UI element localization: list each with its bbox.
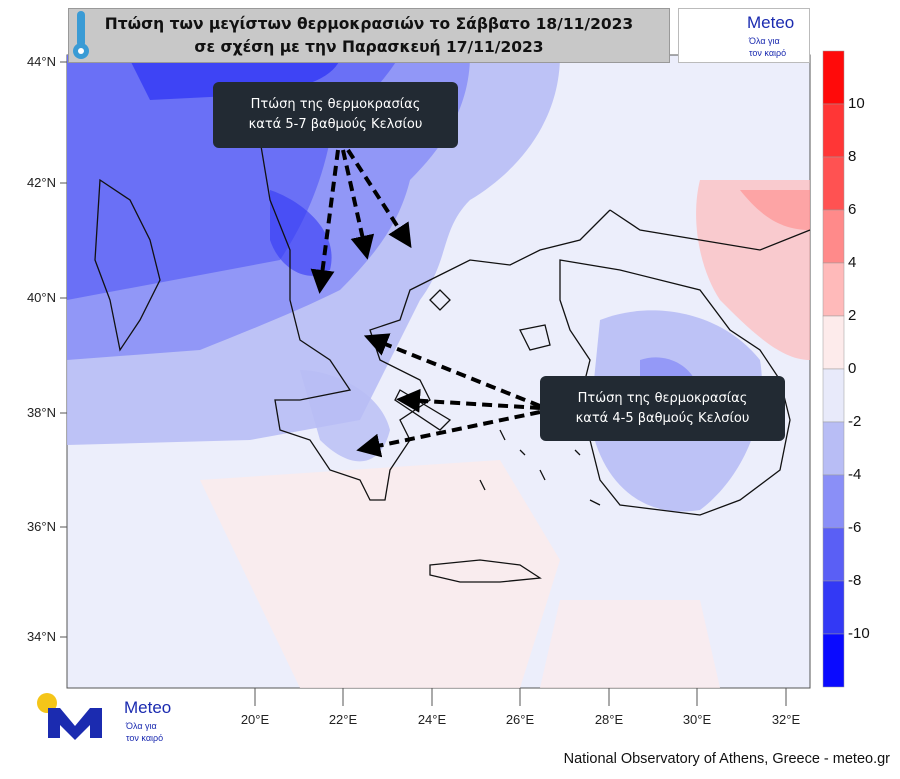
- lat-label: 36°N: [26, 519, 56, 534]
- annotation-box-north: Πτώση της θερμοκρασίας κατά 5-7 βαθμούς …: [213, 82, 458, 148]
- logo-brand: Meteo: [747, 13, 795, 32]
- colorbar-label: 6: [848, 201, 857, 218]
- colorbar-label: -4: [848, 466, 862, 483]
- annotation-south-line-1: Πτώση της θερμοκρασίας: [577, 391, 748, 406]
- colorbar-bin: [822, 315, 845, 370]
- colorbar-bin: [822, 421, 845, 476]
- lon-label: 26°E: [505, 712, 535, 727]
- colorbar-label: -6: [848, 519, 862, 536]
- lat-label: 40°N: [26, 290, 56, 305]
- colorbar-bin: [822, 50, 845, 105]
- annotation-south-line-2: κατά 4-5 βαθμούς Κελσίου: [575, 411, 750, 426]
- meteo-logo-top: Meteo Όλα για τον καιρό: [678, 8, 810, 63]
- thermometer-icon: [73, 11, 89, 59]
- colorbar-label: 10: [848, 95, 865, 112]
- colorbar-bin: [822, 580, 845, 635]
- colorbar-label: -8: [848, 572, 862, 589]
- annotation-box-south: Πτώση της θερμοκρασίας κατά 4-5 βαθμούς …: [540, 376, 785, 441]
- title-banner: Πτώση των μεγίστων θερμοκρασιών το Σάββα…: [68, 8, 670, 63]
- logo-brand-bottom: Meteo: [124, 698, 172, 717]
- lon-label: 30°E: [682, 712, 712, 727]
- colorbar-bin: [822, 633, 845, 688]
- colorbar-bin: [822, 156, 845, 211]
- lat-label: 38°N: [26, 405, 56, 420]
- colorbar-bin: [822, 368, 845, 423]
- colorbar-label: 0: [848, 360, 857, 377]
- colorbar-bin: [822, 474, 845, 529]
- lon-label: 32°E: [771, 712, 801, 727]
- title-line-2: σε σχέση με την Παρασκευή 17/11/2023: [194, 38, 544, 56]
- colorbar-bin: [822, 262, 845, 317]
- colorbar-bin: [822, 209, 845, 264]
- lon-label: 22°E: [328, 712, 358, 727]
- meteo-logo-bottom-mark: [37, 693, 102, 740]
- lat-label: 34°N: [26, 629, 56, 644]
- logo-tagline-2: τον καιρό: [749, 48, 787, 58]
- colorbar-label: -10: [848, 625, 870, 642]
- colorbar-label: -2: [848, 413, 862, 430]
- colorbar-bin: [822, 103, 845, 158]
- lat-label: 44°N: [26, 54, 56, 69]
- logo-tagline-bottom-2: τον καιρό: [126, 733, 164, 743]
- colorbar-label: 8: [848, 148, 857, 165]
- colorbar-label: 2: [848, 307, 857, 324]
- lon-label: 24°E: [417, 712, 447, 727]
- colorbar-label: 4: [848, 254, 857, 271]
- title-line-1: Πτώση των μεγίστων θερμοκρασιών το Σάββα…: [104, 15, 634, 33]
- colorbar: [822, 50, 845, 688]
- logo-tagline-1: Όλα για: [749, 36, 780, 46]
- axis-ticks: [60, 61, 787, 706]
- annotation-north-line-1: Πτώση της θερμοκρασίας: [250, 97, 421, 112]
- arrows: [310, 148, 541, 458]
- colorbar-bin: [822, 527, 845, 582]
- credit-text: National Observatory of Athens, Greece -…: [563, 751, 890, 767]
- logo-tagline-bottom-1: Όλα για: [126, 721, 157, 731]
- lon-label: 20°E: [240, 712, 270, 727]
- lat-label: 42°N: [26, 175, 56, 190]
- lon-label: 28°E: [594, 712, 624, 727]
- annotation-north-line-2: κατά 5-7 βαθμούς Κελσίου: [248, 117, 423, 132]
